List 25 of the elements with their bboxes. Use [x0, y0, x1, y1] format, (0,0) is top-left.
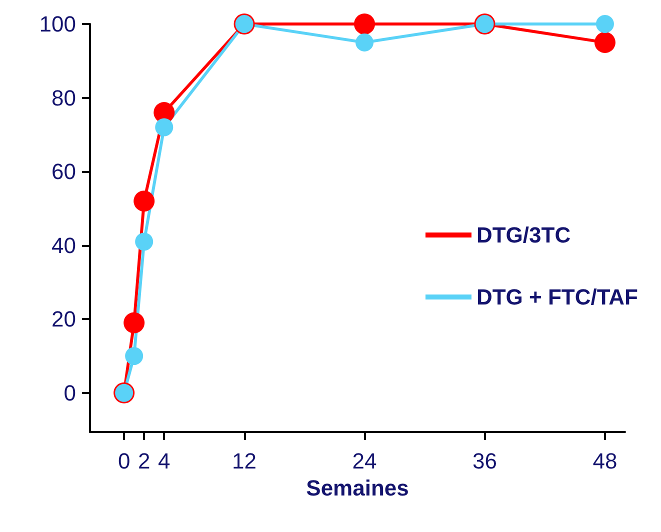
point: [135, 232, 154, 251]
y-tick-label: 80: [52, 85, 76, 110]
x-axis-title: Semaines: [306, 475, 409, 500]
y-tick-label: 40: [52, 232, 76, 258]
legend-label: DTG/3TC: [476, 222, 571, 248]
point: [125, 347, 144, 365]
point: [134, 190, 155, 212]
x-tick-label: 4: [158, 448, 170, 474]
point: [155, 118, 174, 136]
point: [124, 312, 145, 334]
y-tick-label: 0: [64, 380, 76, 406]
x-tick-label: 12: [232, 448, 257, 474]
point: [356, 33, 374, 52]
y-tick-label: 60: [52, 159, 76, 184]
y-tick-label: 100: [39, 12, 76, 36]
x-tick-label: 48: [592, 448, 618, 474]
y-tick-label: 20: [52, 306, 76, 332]
legend-label: DTG + FTC/TAF: [476, 284, 638, 310]
point: [596, 15, 614, 33]
x-tick-label: 24: [352, 448, 377, 474]
point: [354, 14, 376, 34]
x-tick-label: 0: [118, 448, 130, 474]
x-tick-label: 2: [138, 448, 150, 474]
point: [594, 32, 616, 53]
x-tick-label: 36: [472, 448, 497, 474]
